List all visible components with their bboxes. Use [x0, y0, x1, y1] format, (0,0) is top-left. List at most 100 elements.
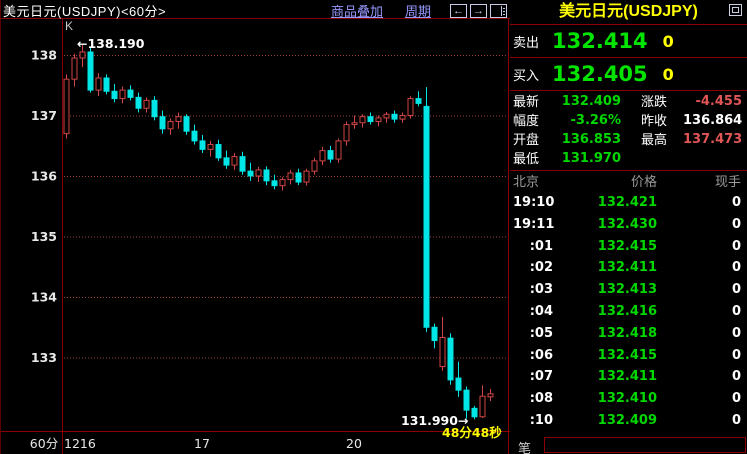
- tick-time: :07: [529, 369, 553, 385]
- candle-body: [423, 105, 430, 328]
- stat-label: 幅度: [513, 113, 540, 128]
- tick-price: 132.416: [597, 303, 657, 319]
- y-axis-label: 133: [31, 350, 57, 365]
- scroll-right-button[interactable]: →: [470, 3, 487, 18]
- candle-body: [447, 337, 454, 381]
- x-axis-label: 17: [194, 436, 210, 451]
- restore-window-icon[interactable]: [729, 4, 742, 16]
- spacer: [621, 111, 641, 130]
- candle-body: [223, 157, 230, 166]
- candle-body: [479, 395, 486, 418]
- candle-body: [183, 116, 190, 132]
- tick-time: :03: [529, 282, 553, 298]
- stat-value: 131.970: [561, 151, 621, 166]
- tick-time: :04: [529, 303, 553, 319]
- tick-volume: 0: [731, 369, 741, 385]
- candle-body: [135, 96, 142, 109]
- candle-body: [391, 113, 398, 120]
- candle-body: [199, 140, 206, 150]
- tick-price: 132.413: [597, 282, 657, 298]
- candle-body: [255, 169, 262, 177]
- candle-body: [247, 170, 254, 177]
- tick-table-body: 19:10 132.421 0 19:11 132.430 0 :01 132.415 0 :02…: [510, 192, 747, 432]
- candle-body: [471, 407, 478, 418]
- buy-label: 买入: [513, 67, 540, 83]
- tick-time: :10: [529, 412, 553, 428]
- candle-body: [215, 144, 222, 159]
- tick-price: 132.409: [597, 412, 657, 428]
- tick-row: :04 132.416 0: [510, 301, 747, 323]
- period-link[interactable]: 周期: [404, 4, 431, 19]
- spacer: [621, 149, 641, 168]
- tick-row: :08 132.410 0: [510, 388, 747, 410]
- candle-body: [335, 140, 342, 160]
- candle-body: [191, 130, 198, 142]
- y-axis-label: 135: [31, 229, 57, 244]
- candle-body: [311, 160, 318, 172]
- stats-row: 幅度 -3.26% 昨收 136.864: [510, 111, 747, 130]
- stat-value: -3.26%: [570, 113, 622, 128]
- x-axis-label: 20: [346, 436, 362, 451]
- candle-body: [295, 172, 302, 183]
- tick-table-header: 北京 价格 现手: [510, 171, 747, 192]
- candle-body: [463, 389, 470, 411]
- quote-stats-grid: 最新 132.409 涨跌 -4.455 幅度 -3.26% 昨收 136.864 开盘 136.…: [510, 91, 747, 171]
- stat-label: 涨跌: [641, 94, 668, 109]
- y-axis-label: 136: [31, 169, 57, 184]
- candle-body: [439, 337, 446, 368]
- tick-price: 132.410: [597, 391, 657, 407]
- split-view-button[interactable]: [490, 3, 507, 18]
- candle-body: [143, 99, 150, 109]
- y-axis-label: 134: [31, 290, 57, 305]
- stat-value: 132.409: [561, 94, 621, 109]
- tick-volume: 0: [731, 325, 741, 341]
- stats-row: 最新 132.409 涨跌 -4.455: [510, 92, 747, 111]
- tab-pane-border: [544, 437, 746, 453]
- tick-row: 19:10 132.421 0: [510, 192, 747, 214]
- stat-value: 137.473: [683, 132, 743, 147]
- stat-label: 最新: [513, 94, 540, 109]
- chart-header: 美元日元(USDJPY)<60分> 商品叠加 周期 ← →: [0, 0, 510, 19]
- candle-body: [159, 116, 166, 130]
- sell-quote-row: 卖出 132.414 0: [510, 25, 747, 58]
- stat-value: 136.864: [683, 113, 743, 128]
- x-axis-label: 1216: [64, 436, 96, 451]
- overlay-link[interactable]: 商品叠加: [330, 4, 383, 19]
- y-axis-label: 138: [31, 48, 57, 63]
- candle-body: [263, 169, 270, 182]
- tick-row: :10 132.409 0: [510, 410, 747, 432]
- candle-body: [103, 77, 110, 92]
- candle-body: [119, 89, 126, 100]
- quote-title-bar: 美元日元(USDJPY): [510, 0, 747, 25]
- price-column-header: 价格: [630, 174, 657, 189]
- tick-time: :02: [529, 260, 553, 276]
- scroll-left-button[interactable]: ←: [450, 3, 467, 18]
- candle-body: [151, 99, 158, 118]
- tick-row: :02 132.411 0: [510, 257, 747, 279]
- tick-price: 132.411: [597, 260, 657, 276]
- candle-body: [407, 98, 414, 116]
- stats-row: 开盘 136.853 最高 137.473: [510, 130, 747, 149]
- candle-body: [487, 393, 494, 398]
- tick-price: 132.415: [597, 347, 657, 363]
- tick-time: :01: [529, 238, 553, 254]
- high-price-annotation: ←138.190: [77, 36, 145, 51]
- tick-row: :07 132.411 0: [510, 366, 747, 388]
- sell-volume: 0: [662, 31, 674, 51]
- candle-body: [111, 90, 118, 100]
- tick-time: :08: [529, 391, 553, 407]
- candle-body: [303, 170, 310, 183]
- buy-price: 132.405: [552, 62, 648, 86]
- candle-body: [287, 172, 294, 181]
- candlestick-chart[interactable]: 138 137 136 135 134 133 60分 1216 17 20: [0, 0, 510, 454]
- stat-value: 136.853: [561, 132, 621, 147]
- quote-panel: 美元日元(USDJPY) 卖出 132.414 0 买入 132.405 0 最…: [510, 0, 747, 454]
- x-axis-period-label: 60分: [30, 436, 58, 451]
- low-price-annotation: 131.990→: [401, 413, 469, 428]
- tab-tick[interactable]: 笔: [518, 441, 532, 454]
- candle-body: [343, 124, 350, 142]
- buy-quote-row: 买入 132.405 0: [510, 58, 747, 91]
- tick-row: 19:11 132.430 0: [510, 214, 747, 236]
- candle-body: [231, 156, 238, 166]
